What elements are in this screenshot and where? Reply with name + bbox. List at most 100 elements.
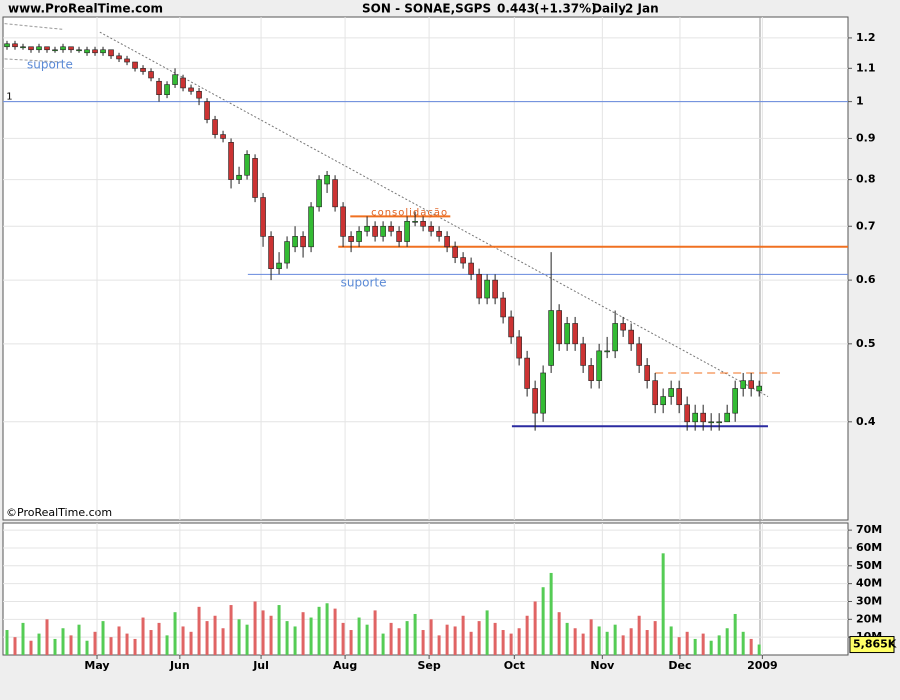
volume-bar [589,619,593,655]
price-panel [2,16,849,521]
candle-body [84,49,90,54]
candle-body [172,74,178,85]
volume-bar [733,613,737,655]
volume-bar [445,624,449,655]
volume-bar [245,624,249,655]
volume-bar [701,633,705,655]
volume-bar [741,631,745,655]
volume-bar [685,631,689,655]
candle-body [620,323,626,331]
candle-body [524,357,530,389]
candle-body [580,343,586,366]
v-tick-label: 30M [856,594,882,607]
volume-bar [709,640,713,655]
volume-bar [341,622,345,655]
candle-body [100,49,106,54]
volume-bar [125,633,129,655]
candle-body [740,380,746,389]
y-tick-label: 0.6 [856,273,876,286]
candle-body [372,225,378,237]
volume-bar [661,553,665,655]
y-tick-label: 0.7 [856,219,876,232]
volume-bar [69,635,73,655]
candle-body [708,421,714,424]
candle-body [604,350,610,353]
candle-body [148,71,154,79]
annotation: 1 [6,91,12,102]
candle-body [516,336,522,359]
candle-body [116,55,122,60]
candle-body [724,412,730,423]
candle-body [340,206,346,237]
candle-body [556,310,562,345]
candle-body [12,43,18,48]
candle-body [636,343,642,366]
x-tick-label: Dec [668,659,691,672]
volume-bar [517,628,521,655]
y-tick-label: 1 [856,95,864,108]
y-tick-label: 0.9 [856,131,876,144]
volume-bar [285,621,289,655]
candle-body [700,412,706,423]
candle-body [140,68,146,72]
volume-bar [389,622,393,655]
candle-body [588,365,594,381]
volume-bar [53,638,57,655]
candle-body [108,49,114,57]
v-tick-label: 20M [856,612,882,625]
candle-body [204,101,210,120]
candle-body [308,206,314,248]
annotation: suporte [341,276,387,290]
x-tick-label: May [84,659,109,672]
copyright: ©ProRealTime.com [6,506,112,519]
volume-bar [565,622,569,655]
candle-body [164,84,170,95]
volume-bar [405,621,409,655]
candle-body [644,365,650,381]
last-price: 0.443 [497,2,535,16]
candle-body [68,46,74,51]
volume-bar [365,624,369,655]
volume-bar [349,630,353,655]
volume-bar [293,626,297,655]
volume-bar [469,631,473,655]
volume-bar [525,615,529,655]
candle-body [540,372,546,414]
volume-bar [189,631,193,655]
volume-bar [621,635,625,655]
volume-bar [21,622,25,655]
volume-bar [325,603,329,655]
candle-body [52,49,58,52]
candle-body [348,236,354,242]
volume-bar [13,637,17,655]
volume-bar [333,608,337,655]
volume-bar [165,635,169,655]
x-tick-label: Sep [417,659,440,672]
candle-body [260,197,266,237]
v-tick-label: 40M [856,577,882,590]
volume-bar [77,624,81,655]
volume-bar [29,640,33,655]
volume-bar [277,605,281,655]
volume-bar [757,644,761,655]
candle-body [196,90,202,99]
volume-bar [421,630,425,655]
candle-body [436,230,442,237]
candle-body [76,49,82,52]
candle-body [660,396,666,406]
y-tick-label: 0.8 [856,173,876,186]
candle-body [212,119,218,135]
candle-body [676,388,682,406]
last-volume-box [849,636,895,654]
candle-body [564,323,570,345]
candle-body [324,174,330,185]
volume-bar [117,626,121,655]
candle-body [188,87,194,92]
candle-body [492,279,498,299]
candle-body [36,46,42,51]
volume-bar [261,610,265,655]
volume-bar [237,619,241,655]
volume-bar [61,628,65,655]
volume-bar [493,622,497,655]
volume-bar [197,606,201,655]
